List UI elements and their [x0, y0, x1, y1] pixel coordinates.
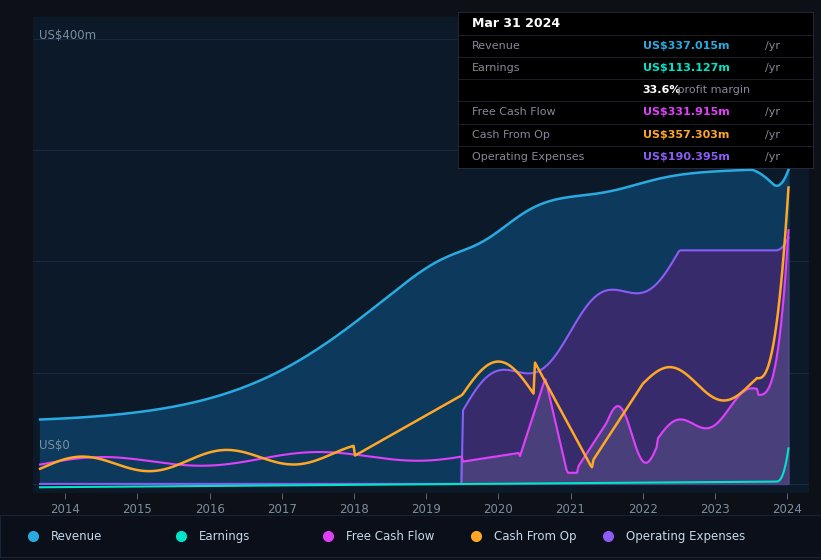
- Text: Earnings: Earnings: [472, 63, 521, 73]
- Text: US$337.015m: US$337.015m: [643, 41, 729, 51]
- Text: Cash From Op: Cash From Op: [472, 130, 550, 139]
- Text: Free Cash Flow: Free Cash Flow: [346, 530, 435, 543]
- Text: US$190.395m: US$190.395m: [643, 152, 729, 162]
- Text: US$113.127m: US$113.127m: [643, 63, 729, 73]
- Text: Operating Expenses: Operating Expenses: [626, 530, 745, 543]
- Text: Operating Expenses: Operating Expenses: [472, 152, 585, 162]
- Text: /yr: /yr: [765, 152, 780, 162]
- Text: US$400m: US$400m: [39, 29, 96, 41]
- Text: /yr: /yr: [765, 41, 780, 51]
- Text: US$331.915m: US$331.915m: [643, 108, 729, 118]
- Text: /yr: /yr: [765, 108, 780, 118]
- Text: Mar 31 2024: Mar 31 2024: [472, 17, 561, 30]
- Text: Earnings: Earnings: [199, 530, 250, 543]
- Text: Free Cash Flow: Free Cash Flow: [472, 108, 556, 118]
- Text: /yr: /yr: [765, 130, 780, 139]
- Text: US$0: US$0: [39, 440, 70, 452]
- Text: profit margin: profit margin: [675, 85, 750, 95]
- Text: Revenue: Revenue: [51, 530, 103, 543]
- Text: 33.6%: 33.6%: [643, 85, 681, 95]
- Text: Cash From Op: Cash From Op: [494, 530, 576, 543]
- Text: /yr: /yr: [765, 63, 780, 73]
- Text: Revenue: Revenue: [472, 41, 521, 51]
- Text: US$357.303m: US$357.303m: [643, 130, 729, 139]
